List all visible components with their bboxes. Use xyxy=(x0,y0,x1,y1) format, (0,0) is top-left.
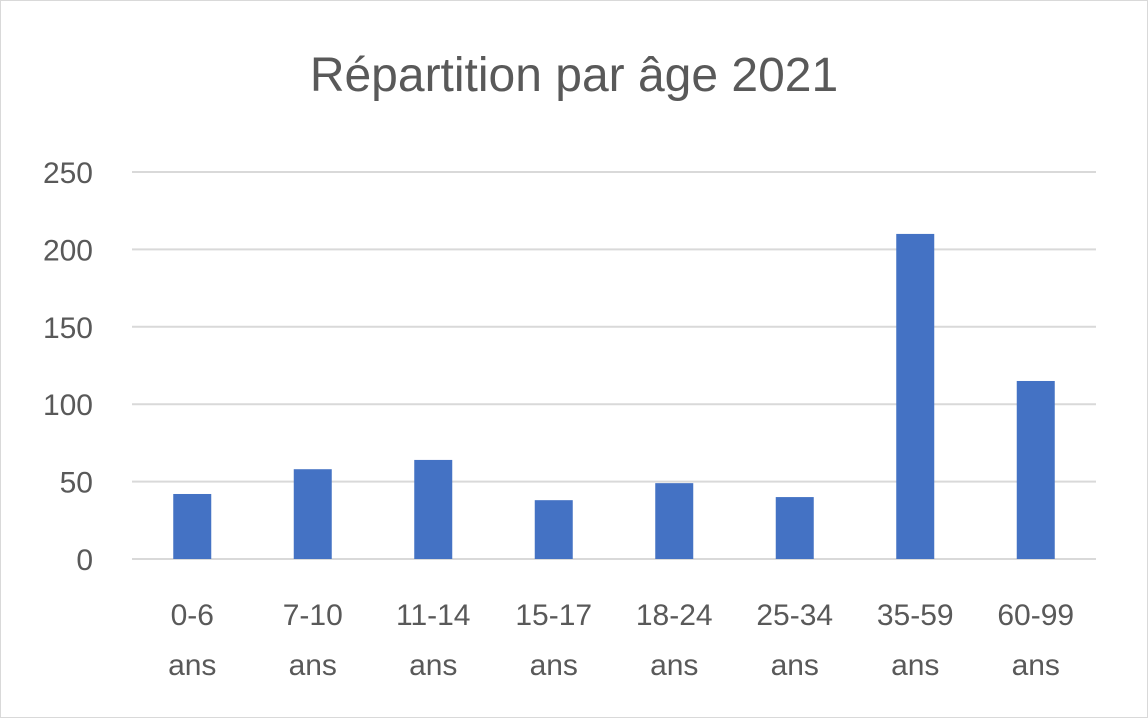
bar xyxy=(173,493,212,559)
x-tick-label: 60-99 ans xyxy=(997,599,1074,682)
bar xyxy=(775,497,814,559)
x-tick-label: 35-59 ans xyxy=(877,599,954,682)
x-tick-label: 0-6 ans xyxy=(168,599,216,682)
bar xyxy=(896,233,935,560)
x-tick-label: 11-14 ans xyxy=(396,599,471,682)
y-tick-label: 250 xyxy=(43,157,93,190)
bar xyxy=(534,500,573,559)
bar xyxy=(655,483,694,559)
x-axis-ticks: 0-6 ans 7-10 ans 11-14 ans 15-17 ans 18-24 ans 25-… xyxy=(168,599,1074,682)
x-tick-label: 15-17 ans xyxy=(515,599,592,682)
y-tick-label: 100 xyxy=(43,389,93,422)
bars xyxy=(173,233,1055,560)
bar xyxy=(293,469,332,559)
bar xyxy=(414,459,453,559)
y-tick-label: 0 xyxy=(76,544,93,577)
y-tick-label: 50 xyxy=(60,467,93,500)
x-tick-label: 18-24 ans xyxy=(636,599,713,682)
x-tick-label: 7-10 ans xyxy=(283,599,343,682)
y-tick-label: 200 xyxy=(43,234,93,267)
y-axis-ticks: 0 50 100 150 200 250 xyxy=(43,157,93,577)
bar xyxy=(1016,380,1055,559)
x-tick-label: 25-34 ans xyxy=(756,599,833,682)
y-tick-label: 150 xyxy=(43,312,93,345)
gridlines xyxy=(132,171,1096,560)
chart-title: Répartition par âge 2021 xyxy=(309,49,839,102)
